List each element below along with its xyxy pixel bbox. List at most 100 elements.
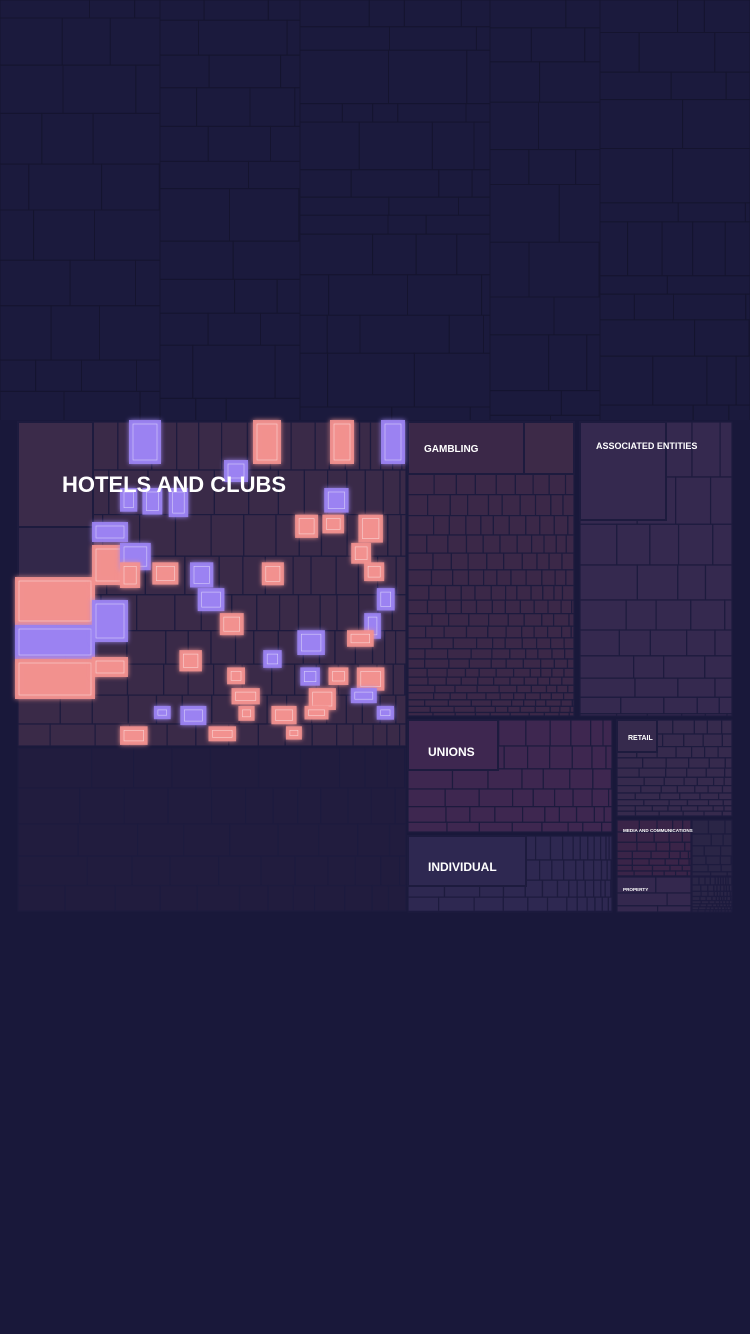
highlight-cell[interactable] — [347, 630, 374, 647]
other-small-cell — [703, 845, 722, 857]
gambling-cell — [460, 676, 479, 686]
sector-label-individual[interactable]: INDIVIDUAL — [428, 860, 497, 874]
highlight-cell[interactable] — [328, 667, 349, 685]
hotels-lower-cell — [79, 787, 125, 825]
highlight-cell[interactable] — [350, 688, 377, 704]
bg-grid-cell — [661, 221, 694, 277]
highlight-cell[interactable] — [261, 562, 284, 586]
sector-label-unions[interactable]: UNIONS — [428, 745, 475, 759]
property-cell — [666, 892, 692, 907]
highlight-cell[interactable] — [15, 625, 95, 659]
highlight-cell[interactable] — [271, 705, 297, 725]
highlight-cell[interactable] — [253, 420, 281, 464]
sector-label-hotels-and-clubs[interactable]: HOTELS AND CLUBS — [62, 472, 286, 497]
highlight-cell[interactable] — [190, 562, 214, 588]
retail-cell — [638, 767, 667, 778]
highlight-cell[interactable] — [238, 705, 255, 721]
highlight-cell[interactable] — [300, 667, 320, 686]
highlight-cell-inner — [308, 709, 325, 716]
highlight-cell[interactable] — [120, 562, 141, 588]
highlight-cell[interactable] — [120, 726, 148, 745]
gambling-cell — [432, 552, 452, 571]
gambling-cell — [514, 471, 534, 496]
media-and-communications-cell — [674, 870, 688, 877]
highlight-cell[interactable] — [227, 667, 245, 685]
highlight-cell[interactable] — [308, 688, 336, 710]
highlight-cell[interactable] — [351, 542, 372, 564]
sector-label-property[interactable]: PROPERTY — [623, 887, 648, 892]
bg-grid-cell — [692, 221, 726, 277]
retail-cell — [643, 799, 670, 807]
gambling-cell — [470, 699, 493, 708]
sector-label-retail[interactable]: RETAIL — [628, 735, 653, 742]
highlight-cell[interactable] — [324, 488, 349, 513]
gambling-cell — [525, 514, 541, 536]
highlight-cell[interactable] — [376, 705, 394, 720]
highlight-cell[interactable] — [168, 488, 189, 518]
highlight-cell[interactable] — [120, 488, 138, 512]
highlight-cell[interactable] — [153, 705, 171, 720]
media-and-communications-cell — [653, 831, 670, 843]
gambling-cell — [519, 705, 536, 714]
unions-cell — [602, 719, 613, 747]
hotels-and-clubs-cell — [319, 594, 338, 632]
other-tiny-cell — [729, 895, 733, 902]
gambling-cell — [494, 705, 509, 714]
highlight-cell[interactable] — [330, 420, 354, 464]
bg-grid-cell — [489, 184, 560, 243]
highlight-cell[interactable] — [376, 588, 395, 611]
gambling-cell — [449, 494, 469, 517]
highlight-cell[interactable] — [297, 630, 325, 655]
highlight-cell[interactable] — [92, 522, 128, 542]
highlight-cell[interactable] — [224, 460, 248, 482]
highlight-cell[interactable] — [304, 705, 329, 720]
gambling-cell — [504, 637, 523, 650]
highlight-cell[interactable] — [358, 514, 383, 543]
gambling-cell — [452, 569, 470, 587]
gambling-cell — [426, 667, 448, 678]
hotels-lower-cell — [380, 855, 401, 887]
hotels-and-clubs-cell — [369, 421, 382, 471]
other-tiny-cell — [704, 876, 712, 886]
highlight-cell[interactable] — [15, 577, 95, 625]
media-and-communications-cell — [687, 850, 692, 860]
gambling-cell — [467, 569, 485, 587]
highlight-cell[interactable] — [92, 600, 128, 642]
highlight-cell[interactable] — [152, 562, 179, 585]
highlight-cell[interactable] — [129, 420, 161, 464]
highlight-cell[interactable] — [180, 705, 207, 726]
highlight-cell[interactable] — [208, 726, 237, 742]
highlight-cell[interactable] — [15, 659, 95, 699]
sector-label-media-and-communications[interactable]: MEDIA AND COMMUNICATIONS — [623, 828, 693, 833]
hotels-lower-cell — [404, 747, 407, 789]
hotels-and-clubs-cell — [387, 513, 402, 557]
sector-label-associated-entities[interactable]: ASSOCIATED ENTITIES — [596, 441, 697, 451]
gambling-cell — [475, 599, 493, 615]
gambling-cell — [537, 676, 551, 686]
highlight-cell[interactable] — [263, 650, 282, 668]
gambling-cell — [407, 676, 429, 686]
gambling-cell — [466, 692, 487, 701]
highlight-cell[interactable] — [322, 514, 345, 534]
highlight-cell[interactable] — [231, 688, 260, 705]
highlight-cell[interactable] — [356, 667, 385, 691]
gambling-cell — [447, 699, 472, 708]
highlight-cell[interactable] — [364, 562, 385, 582]
highlight-cell[interactable] — [381, 420, 405, 464]
media-and-communications-cell — [681, 864, 692, 872]
highlight-cell[interactable] — [197, 588, 225, 612]
unions-cell — [607, 788, 613, 808]
highlight-cell[interactable] — [295, 514, 319, 538]
highlight-cell[interactable] — [142, 488, 163, 515]
highlight-cell[interactable] — [219, 613, 244, 636]
gambling-large-cell — [407, 421, 525, 475]
highlight-cell[interactable] — [179, 650, 202, 672]
highlight-cell[interactable] — [285, 726, 302, 740]
other-small-cell — [710, 833, 724, 847]
sector-label-gambling[interactable]: GAMBLING — [424, 444, 479, 455]
highlight-cell-inner — [242, 709, 251, 718]
highlight-cell[interactable] — [92, 657, 128, 677]
other-small-cell — [691, 855, 707, 866]
bg-grid-cell — [0, 390, 65, 420]
individual-cell — [593, 879, 602, 898]
